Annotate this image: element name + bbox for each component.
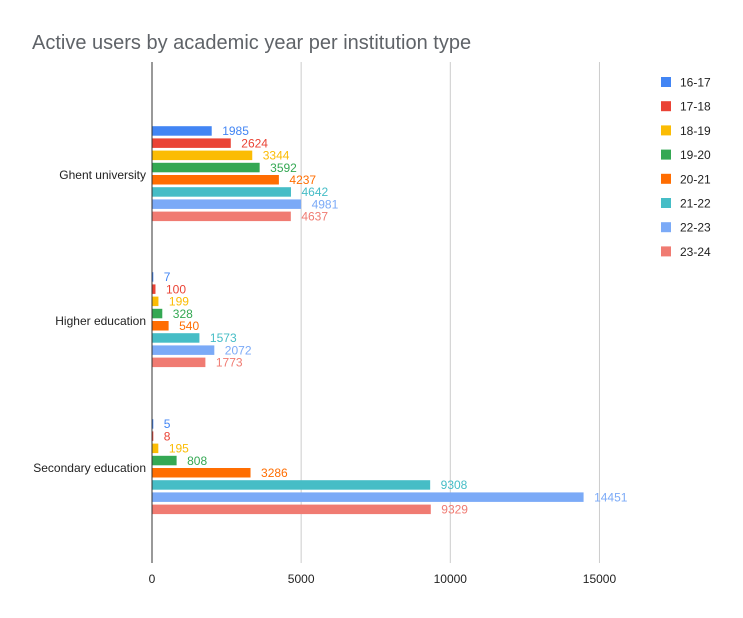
data-label: 3592 — [270, 161, 297, 175]
bar[interactable] — [152, 308, 163, 319]
legend-swatch — [661, 198, 671, 208]
legend-swatch — [661, 77, 671, 87]
data-label: 14451 — [594, 490, 628, 504]
bar[interactable] — [152, 199, 302, 209]
legend-label: 17-18 — [680, 100, 711, 114]
x-tick-label: 10000 — [434, 572, 468, 586]
data-label: 3286 — [261, 466, 288, 480]
data-label: 100 — [166, 282, 186, 296]
bar[interactable] — [152, 443, 159, 454]
bar[interactable] — [152, 345, 215, 355]
bar[interactable] — [152, 150, 253, 161]
bar[interactable] — [152, 175, 279, 185]
bar[interactable] — [152, 492, 584, 502]
bar[interactable] — [152, 272, 154, 282]
bar[interactable] — [152, 431, 154, 441]
bar[interactable] — [152, 333, 200, 343]
bar[interactable] — [152, 357, 206, 368]
legend-swatch — [661, 149, 671, 160]
x-tick-label: 5000 — [288, 572, 315, 586]
data-label: 808 — [187, 454, 207, 468]
data-label: 1773 — [216, 356, 243, 370]
data-label: 328 — [173, 307, 193, 321]
bar[interactable] — [152, 455, 177, 466]
data-label: 2624 — [241, 136, 268, 150]
bar[interactable] — [152, 321, 169, 331]
category-label: Higher education — [55, 314, 146, 328]
data-label: 4237 — [289, 173, 316, 187]
x-tick-label: 15000 — [583, 572, 617, 586]
bar[interactable] — [152, 162, 260, 173]
bar[interactable] — [152, 126, 212, 136]
data-label: 9329 — [441, 503, 468, 517]
bar[interactable] — [152, 468, 251, 478]
bar[interactable] — [152, 187, 291, 197]
data-label: 1985 — [222, 124, 249, 138]
data-label: 2072 — [225, 343, 252, 357]
legend-label: 22-23 — [680, 221, 711, 235]
data-label: 540 — [179, 319, 199, 333]
data-label: 3344 — [263, 149, 290, 163]
data-label: 4642 — [301, 185, 328, 199]
bar[interactable] — [152, 419, 154, 429]
chart-title: Active users by academic year per instit… — [32, 32, 472, 54]
x-tick-label: 0 — [149, 572, 156, 586]
data-label: 1573 — [210, 331, 237, 345]
legend-label: 21-22 — [680, 197, 711, 211]
bar[interactable] — [152, 211, 291, 222]
legend-label: 18-19 — [680, 124, 711, 138]
bar[interactable] — [152, 480, 431, 490]
bar[interactable] — [152, 284, 156, 294]
data-label: 8 — [164, 429, 171, 443]
category-label: Secondary education — [33, 461, 146, 475]
bar[interactable] — [152, 296, 159, 307]
category-label: Ghent university — [59, 168, 146, 182]
legend-label: 23-24 — [680, 245, 711, 259]
legend-swatch — [661, 125, 671, 136]
data-label: 9308 — [441, 478, 468, 492]
data-label: 7 — [164, 270, 171, 284]
data-label: 199 — [169, 295, 189, 309]
legend-label: 20-21 — [680, 172, 711, 186]
legend-swatch — [661, 246, 671, 257]
data-label: 5 — [164, 417, 171, 431]
legend-label: 19-20 — [680, 148, 711, 162]
legend-swatch — [661, 101, 671, 112]
data-label: 4637 — [301, 210, 328, 224]
bar[interactable] — [152, 504, 431, 515]
data-label: 4981 — [312, 197, 339, 211]
bar[interactable] — [152, 138, 231, 148]
data-label: 195 — [169, 442, 189, 456]
legend-label: 16-17 — [680, 76, 711, 90]
legend-swatch — [661, 222, 671, 233]
legend-swatch — [661, 173, 671, 184]
